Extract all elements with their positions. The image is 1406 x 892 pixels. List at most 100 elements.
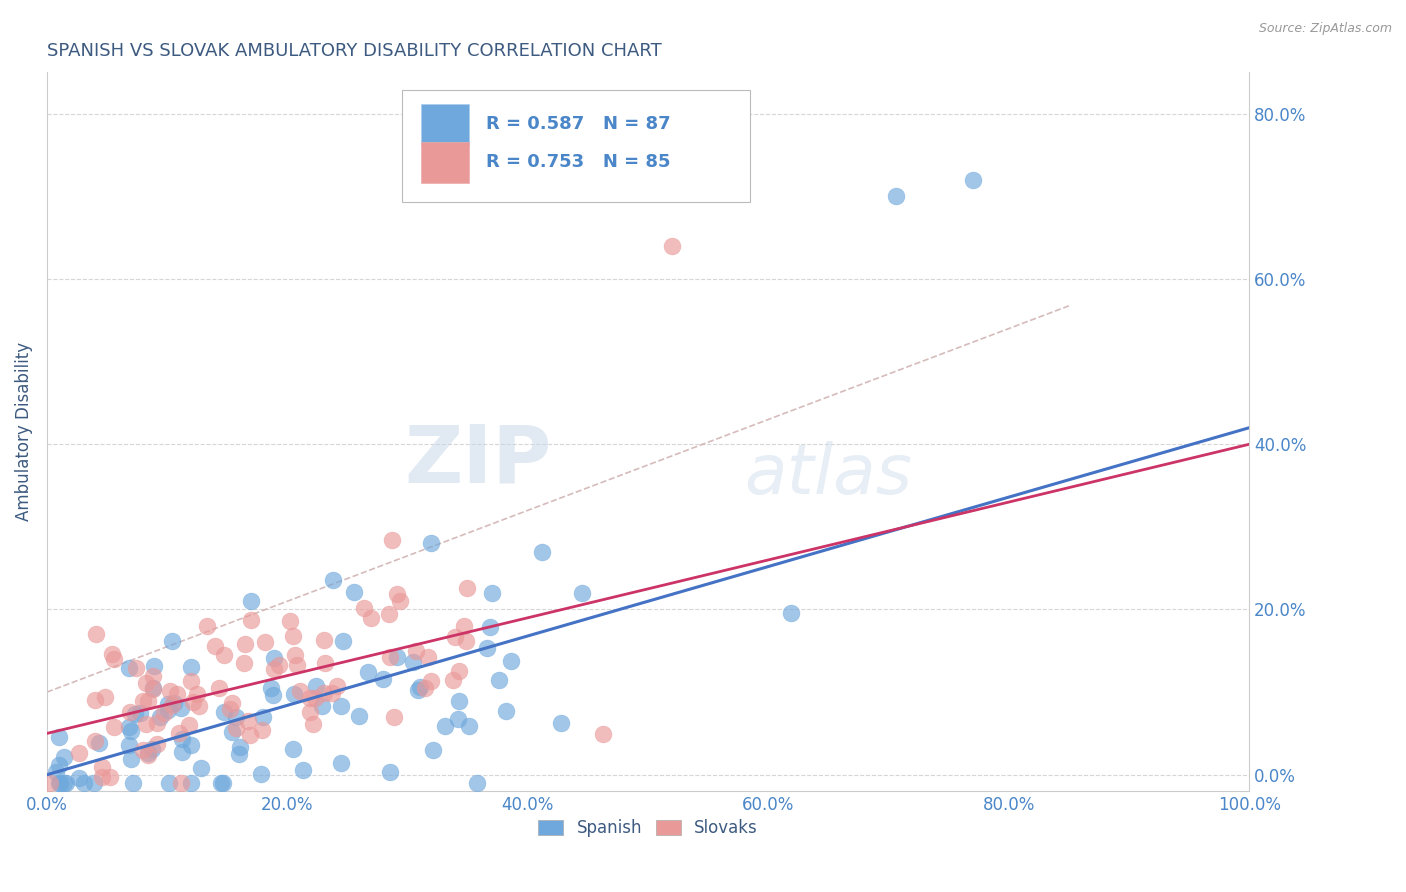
Point	[298, 691, 321, 706]
Point	[330, 756, 353, 771]
Text: R = 0.753   N = 85: R = 0.753 N = 85	[485, 153, 671, 171]
Point	[299, 705, 322, 719]
Point	[103, 652, 125, 666]
Point	[135, 676, 157, 690]
Point	[187, 699, 209, 714]
Point	[67, 771, 90, 785]
Point	[136, 746, 159, 760]
Point	[453, 619, 475, 633]
Point	[117, 720, 139, 734]
Point	[454, 634, 477, 648]
Point	[190, 761, 212, 775]
Point	[422, 743, 444, 757]
Point	[413, 681, 436, 696]
Point	[146, 715, 169, 730]
Point	[132, 743, 155, 757]
Point	[98, 770, 121, 784]
Point	[962, 173, 984, 187]
Point	[38, 776, 60, 790]
Point	[405, 644, 427, 658]
Point	[447, 712, 470, 726]
Point	[499, 654, 522, 668]
Point	[195, 619, 218, 633]
Point	[180, 660, 202, 674]
Point	[125, 661, 148, 675]
Point	[135, 716, 157, 731]
Point	[141, 741, 163, 756]
Point	[48, 776, 70, 790]
Point	[779, 606, 801, 620]
Point	[48, 776, 70, 790]
Point	[353, 601, 375, 615]
Point	[481, 586, 503, 600]
Point	[387, 587, 409, 601]
Point	[181, 695, 204, 709]
Point	[291, 763, 314, 777]
Point	[212, 648, 235, 662]
Point	[236, 714, 259, 728]
Point	[52, 750, 75, 764]
Point	[495, 704, 517, 718]
Point	[86, 627, 108, 641]
Text: ZIP: ZIP	[405, 422, 553, 500]
Point	[55, 776, 77, 790]
Point	[285, 657, 308, 672]
Point	[382, 710, 405, 724]
Point	[385, 650, 408, 665]
Point	[101, 648, 124, 662]
Point	[571, 586, 593, 600]
Point	[90, 770, 112, 784]
Point	[343, 585, 366, 599]
Point	[314, 656, 336, 670]
Text: R = 0.587   N = 87: R = 0.587 N = 87	[485, 115, 671, 133]
Point	[84, 734, 107, 748]
Point	[204, 639, 226, 653]
Point	[380, 649, 402, 664]
Point	[284, 648, 307, 663]
Point	[449, 694, 471, 708]
FancyBboxPatch shape	[420, 103, 470, 145]
Point	[884, 189, 907, 203]
Point	[121, 776, 143, 790]
Point	[229, 740, 252, 755]
Point	[239, 613, 262, 627]
Point	[314, 633, 336, 648]
Point	[170, 731, 193, 746]
Point	[120, 723, 142, 738]
Point	[170, 776, 193, 790]
Point	[332, 634, 354, 648]
Point	[239, 594, 262, 608]
Point	[360, 610, 382, 624]
Point	[142, 668, 165, 682]
Point	[349, 708, 371, 723]
Point	[160, 698, 183, 712]
Point	[661, 239, 683, 253]
Point	[531, 545, 554, 559]
Point	[283, 741, 305, 756]
Point	[283, 687, 305, 701]
Point	[233, 637, 256, 651]
Point	[221, 696, 243, 710]
Point	[389, 594, 412, 608]
Point	[263, 662, 285, 676]
Point	[378, 765, 401, 780]
Point	[488, 673, 510, 688]
Point	[67, 746, 90, 760]
Point	[357, 665, 380, 680]
Point	[380, 533, 402, 548]
Point	[225, 710, 247, 724]
Point	[441, 673, 464, 687]
Point	[45, 764, 67, 779]
Point	[250, 723, 273, 737]
FancyBboxPatch shape	[420, 142, 470, 183]
Point	[142, 658, 165, 673]
Point	[170, 745, 193, 759]
Point	[269, 658, 291, 673]
Point	[288, 683, 311, 698]
Point	[262, 688, 284, 702]
Point	[48, 730, 70, 744]
Point	[322, 574, 344, 588]
Point	[186, 687, 208, 701]
Point	[208, 681, 231, 695]
Point	[304, 690, 326, 705]
